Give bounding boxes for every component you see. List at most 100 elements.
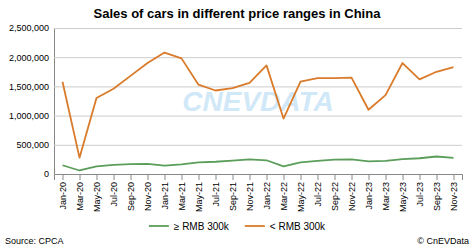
x-axis-line [55, 175, 463, 181]
x-tick-label: Jul-22 [313, 182, 323, 207]
tick-mark [114, 174, 115, 180]
x-tick: Mar-20 [75, 174, 85, 211]
x-tick: Jul-22 [313, 174, 323, 207]
x-tick-label: May-20 [92, 182, 102, 212]
y-tick-label: 2,500,000 [9, 23, 49, 33]
legend-label: < RMB 300k [270, 221, 326, 232]
x-tick-label: Mar-20 [75, 182, 85, 211]
lines [63, 53, 454, 171]
watermark: CNEVDATA [182, 86, 333, 117]
x-tick: Nov-21 [245, 174, 255, 211]
y-tick-label: 1,500,000 [9, 82, 49, 92]
legend-item: < RMB 300k [245, 221, 326, 232]
y-tick-label: 500,000 [16, 140, 49, 150]
x-tick-label: Jul-23 [415, 182, 425, 207]
x-tick: Jul-23 [415, 174, 425, 207]
legend-swatch [149, 225, 169, 227]
x-tick: Mar-21 [177, 174, 187, 211]
tick-mark [403, 174, 404, 180]
grid-line [54, 57, 462, 58]
x-tick: Sep-23 [432, 174, 442, 211]
x-tick-label: Mar-21 [177, 182, 187, 211]
x-axis: Jan-20 Mar-20 May-20 Jul-20 Sep-20 Nov-20 Jan-… [55, 174, 463, 212]
grid-line [54, 145, 462, 146]
tick-mark [216, 174, 217, 180]
x-tick-label: Sep-21 [228, 182, 238, 211]
x-tick-label: Nov-23 [449, 182, 459, 211]
y-axis-line [55, 29, 463, 175]
x-tick-label: Sep-23 [432, 182, 442, 211]
y-tick: 0 [44, 169, 462, 179]
tick-mark [369, 174, 370, 180]
tick-mark [267, 174, 268, 180]
x-tick: May-23 [398, 174, 408, 212]
tick-mark [131, 174, 132, 180]
line [63, 156, 454, 170]
x-tick: May-20 [92, 174, 102, 212]
chart: Sales of cars in different price ranges … [0, 0, 474, 248]
tick-mark [437, 174, 438, 180]
x-tick-label: Jul-21 [211, 182, 221, 207]
x-tick: Jul-21 [211, 174, 221, 207]
copyright: © CnEVData [417, 236, 469, 246]
x-tick-label: May-22 [296, 182, 306, 212]
tick-mark [63, 174, 64, 180]
tick-mark [199, 174, 200, 180]
x-tick: Jan-20 [58, 174, 68, 210]
tick-mark [233, 174, 234, 180]
x-tick-label: Nov-21 [245, 182, 255, 211]
x-tick-label: Jan-20 [58, 182, 68, 210]
x-tick-label: Sep-20 [126, 182, 136, 211]
x-tick: Nov-20 [143, 174, 153, 211]
x-tick: Jan-21 [160, 174, 170, 210]
tick-mark [148, 174, 149, 180]
tick-mark [182, 174, 183, 180]
x-tick-label: Mar-23 [381, 182, 391, 211]
tick-mark [386, 174, 387, 180]
x-tick: Sep-21 [228, 174, 238, 211]
tick-mark [165, 174, 166, 180]
title: Sales of cars in different price ranges … [94, 6, 382, 21]
x-tick-label: Sep-22 [330, 182, 340, 211]
x-tick: Sep-22 [330, 174, 340, 211]
x-tick-label: Jan-23 [364, 182, 374, 210]
tick-mark [301, 174, 302, 180]
x-tick-label: May-23 [398, 182, 408, 212]
tick-mark [97, 174, 98, 180]
x-tick-label: May-21 [194, 182, 204, 212]
y-tick-label: 2,000,000 [9, 53, 49, 63]
legend: ≥ RMB 300k < RMB 300k [149, 221, 326, 232]
x-tick-label: Nov-22 [347, 182, 357, 211]
x-tick: Nov-22 [347, 174, 357, 211]
x-tick-label: Jul-20 [109, 182, 119, 207]
legend-label: ≥ RMB 300k [174, 221, 230, 232]
x-tick: Mar-23 [381, 174, 391, 211]
x-tick-label: Jan-21 [160, 182, 170, 210]
x-tick: Nov-23 [449, 174, 459, 211]
legend-swatch [245, 225, 265, 227]
x-tick-label: Jan-22 [262, 182, 272, 210]
x-tick-label: Mar-22 [279, 182, 289, 211]
x-tick: Jan-22 [262, 174, 272, 210]
x-tick: Sep-20 [126, 174, 136, 211]
source: Source: CPCA [5, 236, 64, 246]
tick-mark [352, 174, 353, 180]
tick-mark [335, 174, 336, 180]
tick-mark [420, 174, 421, 180]
line [63, 53, 454, 158]
x-tick-label: Nov-20 [143, 182, 153, 211]
tick-mark [454, 174, 455, 180]
x-tick: Jan-23 [364, 174, 374, 210]
tick-mark [80, 174, 81, 180]
tick-mark [250, 174, 251, 180]
y-axis: 0 500,000 1,000,000 1,500,000 2,000,000 2,500… [9, 23, 462, 179]
tick-mark [284, 174, 285, 180]
plot: 0 500,000 1,000,000 1,500,000 2,000,000 2,500… [9, 23, 463, 212]
y-tick: 2,500,000 [9, 23, 462, 33]
y-tick-label: 0 [44, 169, 49, 179]
tick-mark [318, 174, 319, 180]
x-tick: May-22 [296, 174, 306, 212]
grid-line [54, 28, 462, 29]
y-tick-label: 1,000,000 [9, 111, 49, 121]
x-tick: Mar-22 [279, 174, 289, 211]
